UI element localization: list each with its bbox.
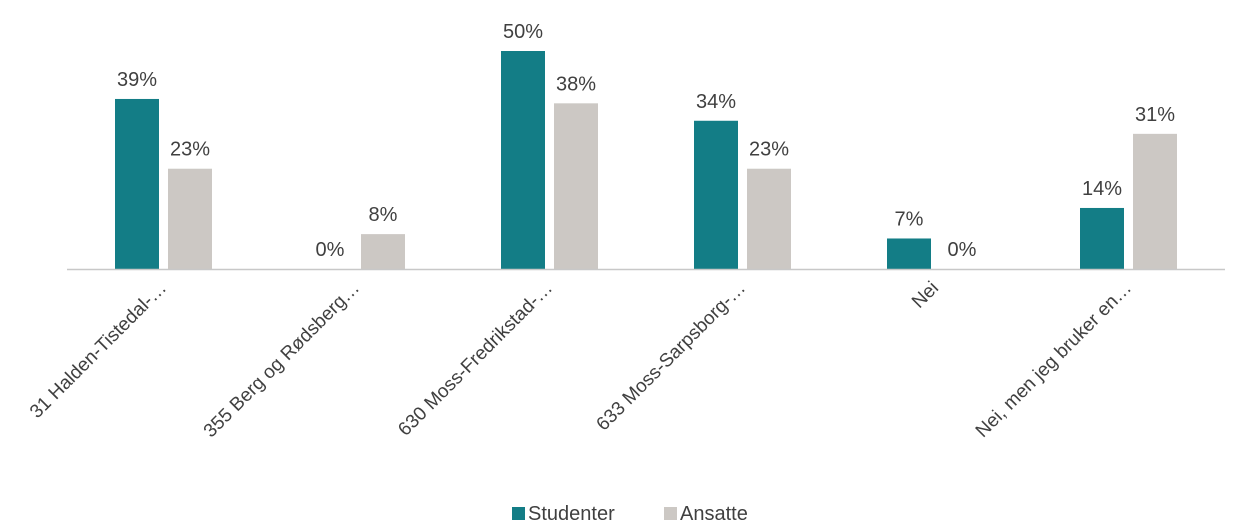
bar-ansatte-1 xyxy=(361,234,405,269)
bars-group xyxy=(115,51,1177,270)
bar-ansatte-2 xyxy=(554,103,598,269)
category-label-5: Nei, men jeg bruker en… xyxy=(972,278,1136,442)
value-label-studenter-3: 34% xyxy=(696,91,736,113)
value-label-studenter-1: 0% xyxy=(316,239,345,261)
value-labels-group: 39% 23% 0% 8% 50% 38% 34% 23% 7% 0% 14% 31% xyxy=(117,21,1175,261)
bar-studenter-5 xyxy=(1080,207,1124,269)
value-label-ansatte-2: 38% xyxy=(556,73,596,95)
value-label-studenter-5: 14% xyxy=(1082,178,1122,200)
legend-swatch-studenter xyxy=(512,507,525,520)
value-label-ansatte-4: 0% xyxy=(948,239,977,261)
category-label-2: 630 Moss-Fredrikstad-… xyxy=(394,278,557,441)
category-label-1: 355 Berg og Rødsberg… xyxy=(200,278,364,442)
bar-ansatte-5 xyxy=(1133,133,1177,269)
legend-swatch-ansatte xyxy=(664,507,677,520)
legend-label-ansatte: Ansatte xyxy=(680,503,748,525)
bar-ansatte-3 xyxy=(747,168,791,269)
legend: Studenter Ansatte xyxy=(512,503,748,525)
legend-label-studenter: Studenter xyxy=(528,503,615,525)
value-label-ansatte-3: 23% xyxy=(749,139,789,161)
value-label-ansatte-1: 8% xyxy=(369,204,398,226)
bar-ansatte-0 xyxy=(168,168,212,269)
value-label-studenter-4: 7% xyxy=(895,208,924,230)
category-label-0: 31 Halden-Tistedal-… xyxy=(26,278,171,423)
value-label-studenter-2: 50% xyxy=(503,21,543,43)
bar-studenter-3 xyxy=(694,120,738,269)
value-label-studenter-0: 39% xyxy=(117,69,157,91)
bar-studenter-2 xyxy=(501,51,545,269)
category-labels-group: 31 Halden-Tistedal-… 355 Berg og Rødsberg… xyxy=(26,278,1136,442)
value-label-ansatte-5: 31% xyxy=(1135,104,1175,126)
value-label-ansatte-0: 23% xyxy=(170,139,210,161)
category-label-3: 633 Moss-Sarpsborg-… xyxy=(593,278,750,435)
bar-studenter-0 xyxy=(115,98,159,270)
category-label-4: Nei xyxy=(908,278,943,313)
bar-studenter-4 xyxy=(887,238,931,269)
